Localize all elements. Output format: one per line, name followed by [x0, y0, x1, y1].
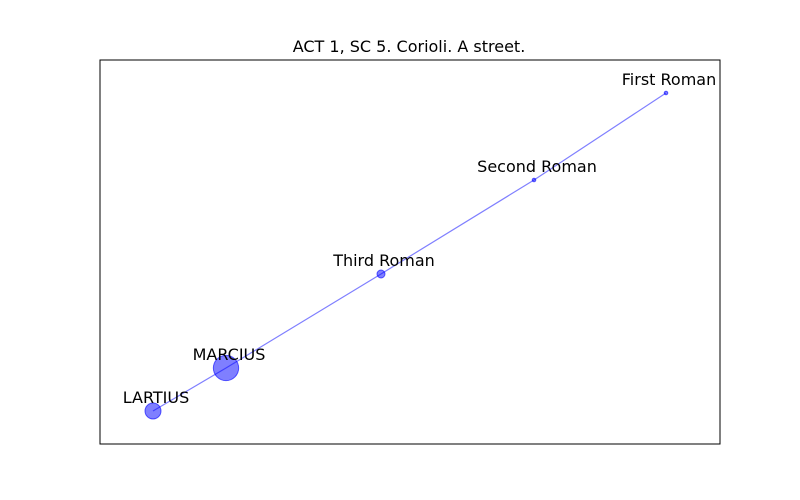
edge-third-roman-second-roman — [380, 179, 535, 275]
node-label-third-roman: Third Roman — [332, 251, 435, 270]
node-lartius — [144, 402, 162, 420]
node-marcius — [212, 354, 240, 382]
node-label-second-roman: Second Roman — [477, 157, 597, 176]
edges-layer — [152, 92, 667, 412]
node-third-roman — [376, 269, 386, 279]
edge-marcius-third-roman — [225, 273, 382, 369]
node-second-roman — [531, 177, 537, 183]
plot-frame — [99, 59, 721, 445]
node-label-lartius: LARTIUS — [123, 388, 190, 407]
node-label-marcius: MARCIUS — [193, 345, 266, 364]
labels-layer: First Roman Second Roman Third Roman MARCIU… — [123, 70, 717, 407]
figure-title: ACT 1, SC 5. Corioli. A street. — [293, 37, 526, 56]
node-first-roman — [663, 90, 669, 96]
nodes-layer — [144, 90, 669, 420]
edge-second-roman-first-roman — [533, 92, 667, 181]
node-label-first-roman: First Roman — [622, 70, 716, 89]
edge-lartius-marcius — [152, 367, 227, 412]
